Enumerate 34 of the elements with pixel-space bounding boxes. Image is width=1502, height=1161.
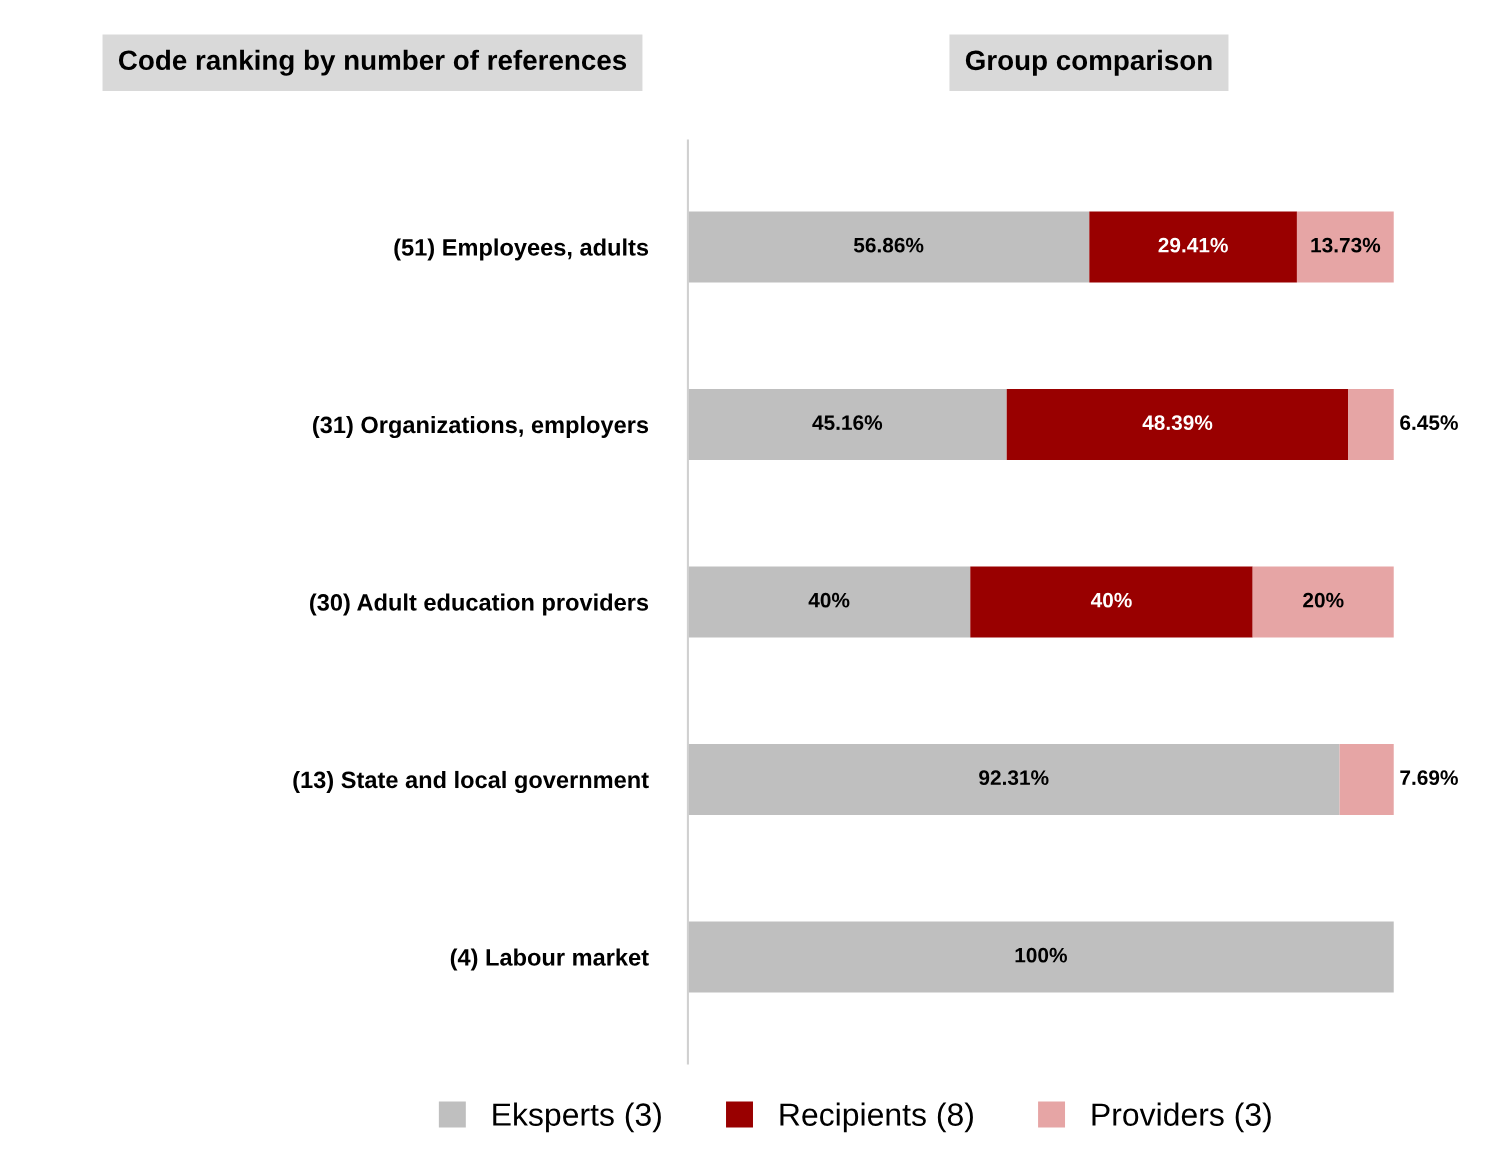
data-label: 20% [1303, 592, 1344, 608]
bar [687, 566, 971, 638]
data-label: 29.41% [1158, 237, 1228, 253]
bar [687, 211, 1090, 283]
legend-label: Eksperts (3) [493, 1102, 661, 1133]
y-tick-label: (51) Employees, adults [394, 238, 649, 261]
legend-label: Providers (3) [1092, 1102, 1271, 1133]
text: Code ranking by number of references [118, 49, 627, 76]
data-label: 48.39% [1142, 415, 1213, 431]
data-label: 7.69% [1400, 770, 1458, 786]
bar [1006, 388, 1349, 460]
bar [1252, 566, 1394, 638]
bar [687, 388, 1007, 460]
chart-title: Group comparison [965, 49, 1212, 76]
data-label: 45.16% [812, 415, 883, 431]
y-tick-label: (13) State and local government [293, 770, 649, 794]
bar [1348, 388, 1394, 460]
data-label: 6.45% [1400, 415, 1458, 431]
y-tick-label: (30) Adult education providers [310, 593, 649, 616]
bar [1339, 743, 1394, 815]
data-label: 56.86% [853, 237, 924, 253]
y-tick-label: (31) Organizations, employers [313, 415, 649, 439]
bar [687, 921, 1394, 993]
data-label: 100% [1015, 947, 1067, 963]
legend-label: Recipients (8) [780, 1102, 973, 1133]
bar [687, 743, 1340, 815]
data-label: 40% [1090, 592, 1132, 608]
y-tick-label: (4) Labour market [450, 948, 649, 971]
data-label: 40% [808, 592, 850, 608]
data-label: 13.73% [1311, 237, 1381, 253]
bar [1089, 211, 1297, 283]
bar [970, 566, 1253, 638]
data-label: 92.31% [979, 770, 1049, 786]
bar [1296, 211, 1394, 283]
